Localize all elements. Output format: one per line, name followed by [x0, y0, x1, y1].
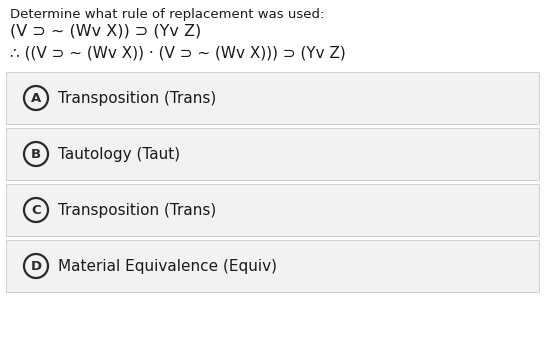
Text: Transposition (Trans): Transposition (Trans): [58, 202, 216, 217]
FancyBboxPatch shape: [6, 72, 539, 124]
Text: Determine what rule of replacement was used:: Determine what rule of replacement was u…: [10, 8, 324, 21]
FancyBboxPatch shape: [6, 128, 539, 180]
Text: B: B: [31, 148, 41, 161]
Text: A: A: [31, 91, 41, 104]
Text: Transposition (Trans): Transposition (Trans): [58, 90, 216, 105]
FancyBboxPatch shape: [6, 240, 539, 292]
Text: Tautology (Taut): Tautology (Taut): [58, 147, 180, 162]
FancyBboxPatch shape: [6, 184, 539, 236]
Text: C: C: [31, 203, 41, 216]
Text: ∴ ((V ⊃ ~ (Wv X)) · (V ⊃ ~ (Wv X))) ⊃ (Yv Z): ∴ ((V ⊃ ~ (Wv X)) · (V ⊃ ~ (Wv X))) ⊃ (Y…: [10, 46, 346, 61]
Text: D: D: [31, 260, 41, 273]
Text: (V ⊃ ~ (Wv X)) ⊃ (Yv Z): (V ⊃ ~ (Wv X)) ⊃ (Yv Z): [10, 24, 201, 39]
Text: Material Equivalence (Equiv): Material Equivalence (Equiv): [58, 258, 277, 274]
